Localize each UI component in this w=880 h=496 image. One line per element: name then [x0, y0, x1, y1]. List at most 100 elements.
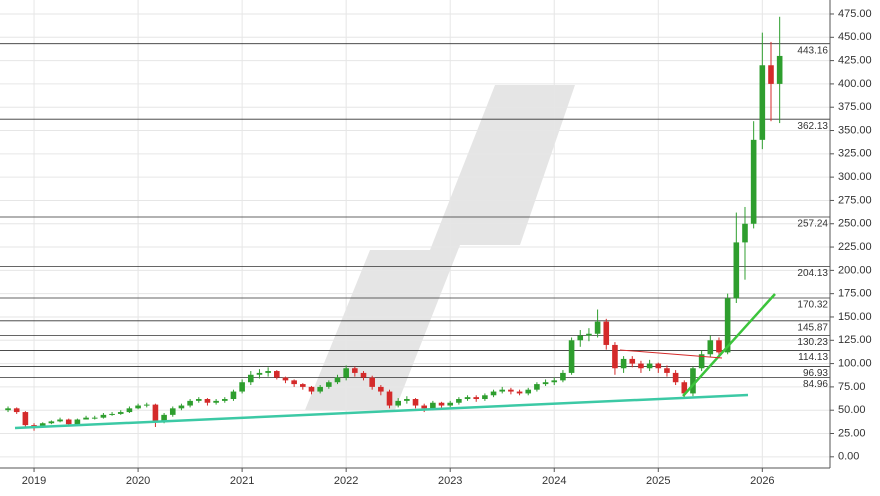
candle-body: [568, 340, 575, 373]
y-tick-label: 225.00: [838, 241, 872, 253]
candle-body: [681, 382, 688, 394]
y-tick-label: 175.00: [838, 288, 872, 300]
candle-body: [516, 391, 523, 394]
candle-body: [5, 408, 11, 411]
level-label: 145.87: [797, 322, 828, 333]
y-tick-label: 50.00: [838, 404, 866, 416]
candle-body: [404, 399, 410, 401]
x-tick-label: 2021: [230, 475, 254, 487]
y-tick-label: 200.00: [838, 264, 872, 276]
candle-body: [482, 395, 488, 400]
candle-body: [256, 372, 263, 375]
candle-body: [690, 368, 696, 394]
x-tick-label: 2020: [126, 475, 150, 487]
candle-body: [22, 412, 29, 426]
candle-body: [707, 340, 714, 355]
x-tick-label: 2025: [646, 475, 670, 487]
candle-body: [360, 372, 367, 378]
candle-body: [57, 419, 63, 422]
candle-body: [178, 405, 185, 409]
candle-body: [551, 380, 558, 383]
candle-body: [239, 382, 245, 392]
candle-body: [74, 419, 81, 425]
candle-body: [308, 386, 315, 392]
x-tick-label: 2024: [542, 475, 566, 487]
candle-body: [698, 354, 705, 369]
candle-body: [317, 386, 323, 392]
candle-body: [126, 408, 133, 413]
candle-body: [221, 399, 228, 401]
candle-body: [65, 419, 72, 425]
x-tick-label: 2026: [750, 475, 774, 487]
candle-body: [152, 404, 159, 422]
candle-body: [334, 377, 341, 383]
candle-body: [83, 417, 89, 420]
candle-body: [265, 371, 271, 373]
y-tick-label: 350.00: [838, 124, 872, 136]
y-tick-label: 0.00: [838, 451, 859, 463]
candle-body: [13, 408, 20, 413]
candle-body: [187, 400, 193, 406]
y-tick-label: 275.00: [838, 194, 872, 206]
level-label: 114.13: [798, 352, 828, 363]
candle-body: [638, 363, 644, 369]
level-label: 257.24: [797, 219, 828, 230]
grid: [0, 0, 830, 468]
level-label: 362.13: [797, 121, 828, 132]
candle-body: [143, 404, 150, 406]
candle-body: [421, 405, 427, 409]
candle-body: [768, 65, 774, 84]
candle-body: [629, 358, 636, 364]
candle-body: [534, 384, 540, 390]
candle-body: [274, 371, 280, 378]
x-tick-label: 2022: [334, 475, 358, 487]
candle-body: [117, 412, 124, 414]
y-tick-label: 250.00: [838, 218, 872, 230]
y-tick-label: 75.00: [838, 381, 866, 393]
candle-body: [577, 335, 584, 341]
candle-body: [724, 298, 731, 353]
candle-body: [473, 397, 480, 400]
y-tick-label: 125.00: [838, 334, 872, 346]
candle-body: [646, 363, 653, 369]
candle-body: [603, 321, 610, 345]
y-tick-label: 450.00: [838, 31, 872, 43]
candle-body: [195, 399, 202, 401]
candle-body: [664, 368, 670, 373]
level-label: 170.32: [797, 300, 828, 311]
candle-body: [525, 389, 532, 394]
level-label: 130.23: [797, 337, 828, 348]
candle-body: [742, 223, 748, 243]
candle-body: [343, 368, 349, 378]
candle-body: [161, 414, 167, 422]
candle-body: [612, 344, 618, 369]
candle-body: [464, 397, 471, 400]
candle-body: [412, 399, 419, 406]
candle-body: [759, 65, 766, 140]
candle-body: [352, 368, 358, 373]
trend-line: [619, 349, 723, 359]
candle-body: [100, 414, 107, 418]
candle-body: [109, 413, 115, 415]
y-tick-label: 150.00: [838, 311, 872, 323]
candle-body: [39, 423, 46, 427]
candle-body: [230, 391, 237, 400]
candle-body: [620, 358, 627, 369]
candle-body: [91, 417, 98, 419]
candle-body: [395, 400, 401, 406]
candle-body: [204, 399, 211, 403]
y-tick-label: 475.00: [838, 8, 872, 20]
candles: [5, 16, 783, 431]
y-tick-label: 300.00: [838, 171, 872, 183]
trend-line: [682, 293, 776, 397]
candle-body: [750, 139, 757, 224]
y-tick-label: 100.00: [838, 357, 872, 369]
level-label: 443.16: [797, 45, 828, 56]
candle-body: [430, 402, 436, 409]
candle-body: [490, 391, 497, 396]
level-label: 96.93: [803, 368, 828, 379]
candle-body: [672, 372, 679, 383]
